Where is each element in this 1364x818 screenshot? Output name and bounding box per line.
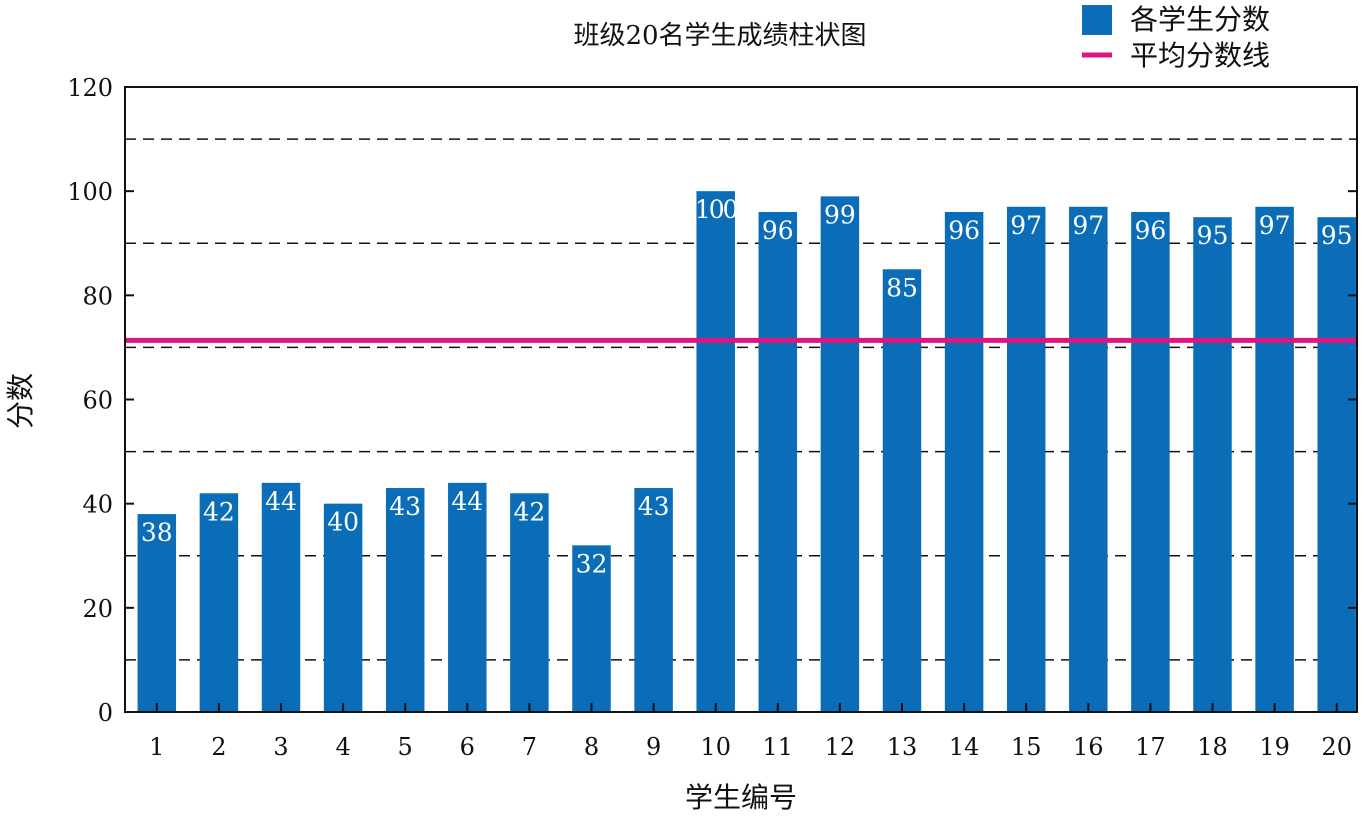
- x-tick-label: 15: [1011, 733, 1042, 761]
- x-tick-label: 19: [1259, 733, 1290, 761]
- y-axis-ticks: 0 20 40 60 80 100 120: [67, 74, 1357, 727]
- bar-series: [137, 191, 1356, 713]
- legend-average-line-label: 平均分数线: [1130, 39, 1270, 72]
- bar: [758, 212, 798, 712]
- bar: [323, 503, 363, 712]
- y-tick-label: 20: [82, 595, 113, 623]
- bar: [510, 493, 549, 712]
- bar: [882, 269, 922, 712]
- x-tick-label: 11: [763, 733, 794, 761]
- x-tick-label: 8: [584, 733, 599, 761]
- x-tick-label: 13: [887, 733, 918, 761]
- x-tick-label: 6: [460, 733, 475, 761]
- bar: [572, 545, 611, 712]
- x-tick-label: 3: [273, 733, 288, 761]
- bar-value-label: 99: [824, 200, 856, 229]
- bar-value-label: 95: [1321, 221, 1353, 250]
- bar-value-label: 40: [327, 508, 359, 537]
- bar-value-label: 100: [695, 195, 738, 224]
- bar: [696, 191, 735, 712]
- bar-value-labels: 38 42 44 40 43 44 42 32 43 100 96 99 85 96 97 97 96 95 97 9…: [141, 195, 1353, 578]
- y-tick-label: 80: [82, 282, 113, 310]
- bar: [448, 482, 487, 712]
- bar: [1069, 206, 1108, 712]
- y-tick-label: 100: [67, 178, 113, 206]
- bar: [1255, 206, 1294, 712]
- x-tick-label: 9: [646, 733, 661, 761]
- bar: [1317, 217, 1356, 713]
- x-tick-label: 2: [211, 733, 226, 761]
- x-axis-label: 学生编号: [685, 781, 797, 814]
- bar-value-label: 43: [638, 492, 670, 521]
- x-tick-label: 1: [149, 733, 164, 761]
- x-tick-label: 4: [335, 733, 350, 761]
- bar-value-label: 44: [265, 487, 297, 516]
- y-axis-label: 分数: [4, 373, 37, 429]
- legend-bar-swatch: [1082, 5, 1112, 35]
- x-tick-label: 10: [700, 733, 731, 761]
- x-tick-label: 7: [522, 733, 537, 761]
- x-tick-label: 5: [398, 733, 413, 761]
- bar: [137, 514, 177, 712]
- bar: [1006, 206, 1046, 712]
- bar-value-label: 97: [1259, 211, 1291, 240]
- bar-value-label: 43: [389, 492, 421, 521]
- x-tick-label: 17: [1135, 733, 1166, 761]
- x-tick-label: 16: [1073, 733, 1104, 761]
- x-axis-ticks: 1 2 3 4 5 6 7 8 9 10 11 12 13 14 15 16 17 18 19 20: [149, 703, 1352, 761]
- bar-value-label: 97: [1010, 211, 1042, 240]
- bar-value-label: 38: [141, 518, 173, 547]
- bar-value-label: 42: [203, 497, 235, 526]
- bar-value-label: 44: [451, 487, 483, 516]
- bar: [1131, 212, 1170, 712]
- bar: [261, 482, 301, 712]
- bar: [385, 488, 425, 712]
- bar-value-label: 95: [1197, 221, 1229, 250]
- bar: [1193, 217, 1232, 713]
- grid-lines: [125, 138, 1357, 661]
- y-tick-label: 60: [82, 387, 113, 415]
- bar-value-label: 85: [886, 273, 918, 302]
- legend-bar-label: 各学生分数: [1130, 3, 1270, 36]
- x-tick-label: 20: [1321, 733, 1352, 761]
- chart-title: 班级20名学生成绩柱状图: [573, 21, 866, 51]
- bar: [820, 196, 860, 712]
- bar: [944, 212, 984, 712]
- bar: [199, 493, 239, 712]
- legend: 各学生分数 平均分数线: [1082, 3, 1270, 72]
- x-tick-label: 12: [825, 733, 856, 761]
- bar-value-label: 42: [513, 497, 545, 526]
- bar-value-label: 97: [1072, 211, 1104, 240]
- bar: [634, 488, 673, 712]
- x-tick-label: 14: [949, 733, 980, 761]
- y-tick-label: 40: [82, 491, 113, 519]
- bar-value-label: 96: [1134, 216, 1166, 245]
- bar-value-label: 96: [762, 216, 794, 245]
- bar-value-label: 96: [948, 216, 980, 245]
- bar-value-label: 32: [576, 549, 608, 578]
- y-tick-label: 120: [67, 74, 113, 102]
- y-tick-label: 0: [98, 699, 113, 727]
- plot-area-frame: [124, 86, 1358, 713]
- x-tick-label: 18: [1197, 733, 1228, 761]
